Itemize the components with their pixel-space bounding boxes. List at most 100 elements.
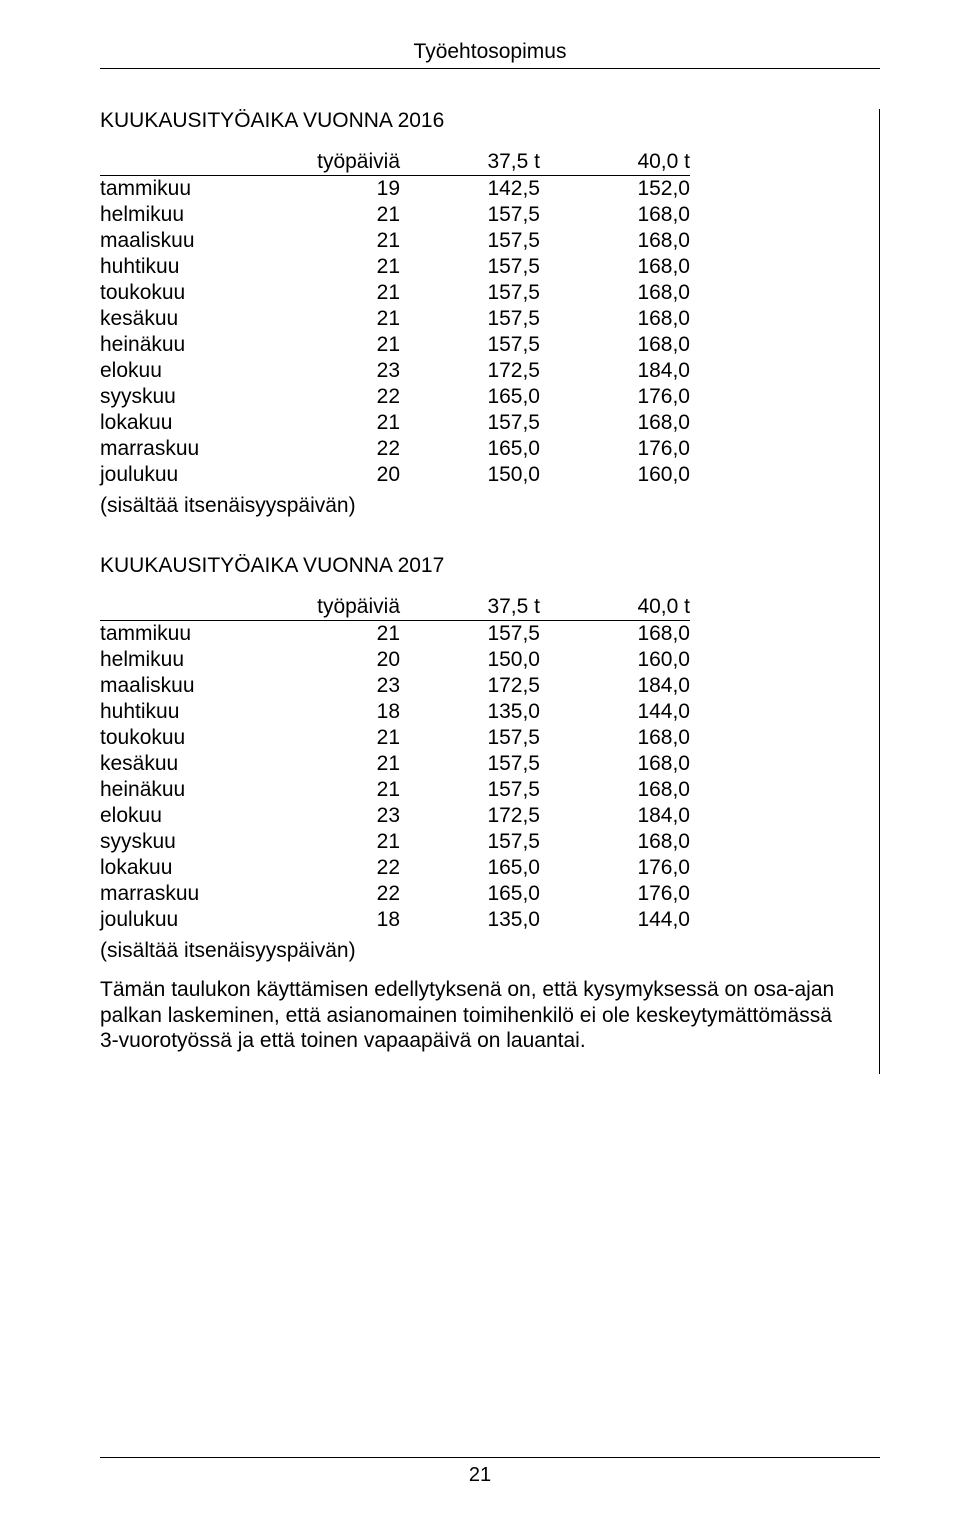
table-cell: kesäkuu [100,751,280,777]
table-row: kesäkuu21157,5168,0 [100,751,690,777]
table-row: elokuu23172,5184,0 [100,803,690,829]
table-cell: 168,0 [580,202,690,228]
table-2017: työpäiviä 37,5 t 40,0 t tammikuu21157,51… [100,594,690,933]
table-cell: joulukuu [100,462,280,488]
table-cell: 21 [280,410,430,436]
table-cell: 168,0 [580,725,690,751]
table-cell: 157,5 [430,280,580,306]
table-cell: 165,0 [430,436,580,462]
table-header-cell: työpäiviä [280,594,430,621]
table-cell: 160,0 [580,647,690,673]
table-cell: 172,5 [430,358,580,384]
table-cell: 150,0 [430,462,580,488]
table-cell: syyskuu [100,829,280,855]
table-cell: 165,0 [430,855,580,881]
table-cell: lokakuu [100,410,280,436]
table-cell: huhtikuu [100,254,280,280]
section1-note: (sisältää itsenäisyyspäivän) [100,494,855,518]
table-cell: 150,0 [430,647,580,673]
section2-note: (sisältää itsenäisyyspäivän) [100,939,855,963]
table-row: tammikuu19142,5152,0 [100,176,690,203]
table-row: heinäkuu21157,5168,0 [100,332,690,358]
table-cell: 165,0 [430,881,580,907]
table-row: maaliskuu23172,5184,0 [100,673,690,699]
table-row: helmikuu20150,0160,0 [100,647,690,673]
table-cell: 152,0 [580,176,690,203]
table-row: toukokuu21157,5168,0 [100,725,690,751]
table-row: joulukuu18135,0144,0 [100,907,690,933]
table-cell: 21 [280,228,430,254]
table-cell: marraskuu [100,436,280,462]
table-cell: maaliskuu [100,673,280,699]
table-row: lokakuu22165,0176,0 [100,855,690,881]
table-cell: 21 [280,777,430,803]
table-cell: 168,0 [580,228,690,254]
table-cell: 144,0 [580,907,690,933]
table-cell: 22 [280,881,430,907]
table-cell: 157,5 [430,621,580,648]
table-cell: 21 [280,202,430,228]
table-cell: 172,5 [430,803,580,829]
table-cell: syyskuu [100,384,280,410]
table-cell: 21 [280,725,430,751]
table-cell: 176,0 [580,881,690,907]
table-cell: 168,0 [580,306,690,332]
table-cell: 23 [280,803,430,829]
table-cell: 21 [280,306,430,332]
table-row: joulukuu20150,0160,0 [100,462,690,488]
table-cell: 22 [280,436,430,462]
table-cell: elokuu [100,358,280,384]
table-row: marraskuu22165,0176,0 [100,881,690,907]
table-cell: 157,5 [430,306,580,332]
table-header-cell [100,149,280,176]
table-row: elokuu23172,5184,0 [100,358,690,384]
table-cell: 21 [280,332,430,358]
table-cell: 168,0 [580,332,690,358]
content-block: KUUKAUSITYÖAIKA VUONNA 2016 työpäiviä 37… [100,109,880,1074]
section2-title: KUUKAUSITYÖAIKA VUONNA 2017 [100,554,855,578]
table-cell: 157,5 [430,332,580,358]
table-cell: 172,5 [430,673,580,699]
page-number: 21 [469,1464,491,1486]
table-header-cell: 37,5 t [430,149,580,176]
footer-rule [100,1457,880,1458]
table-header-cell: 37,5 t [430,594,580,621]
table-cell: 142,5 [430,176,580,203]
table-cell: 21 [280,751,430,777]
table-cell: toukokuu [100,725,280,751]
table-row: syyskuu22165,0176,0 [100,384,690,410]
table-cell: marraskuu [100,881,280,907]
explanatory-paragraph: Tämän taulukon käyttämisen edellytyksenä… [100,977,855,1054]
table-cell: 160,0 [580,462,690,488]
page-footer: 21 [0,1457,960,1487]
table-cell: helmikuu [100,647,280,673]
table-cell: 20 [280,647,430,673]
table-cell: 21 [280,621,430,648]
table-cell: 19 [280,176,430,203]
table-row: helmikuu21157,5168,0 [100,202,690,228]
table-cell: 184,0 [580,673,690,699]
table-row: kesäkuu21157,5168,0 [100,306,690,332]
table-cell: 168,0 [580,254,690,280]
table-cell: 157,5 [430,410,580,436]
table-cell: 176,0 [580,436,690,462]
table-cell: 168,0 [580,777,690,803]
table-cell: 23 [280,358,430,384]
table-cell: 168,0 [580,751,690,777]
table-cell: 176,0 [580,855,690,881]
table-row: toukokuu21157,5168,0 [100,280,690,306]
table-2016: työpäiviä 37,5 t 40,0 t tammikuu19142,51… [100,149,690,488]
table-cell: 157,5 [430,777,580,803]
table-row: heinäkuu21157,5168,0 [100,777,690,803]
table-cell: elokuu [100,803,280,829]
table-header-cell: 40,0 t [580,594,690,621]
table-cell: joulukuu [100,907,280,933]
table-cell: 168,0 [580,410,690,436]
table-row: syyskuu21157,5168,0 [100,829,690,855]
table-cell: heinäkuu [100,332,280,358]
table-header-cell [100,594,280,621]
table-row: tammikuu21157,5168,0 [100,621,690,648]
table-cell: maaliskuu [100,228,280,254]
table-row: huhtikuu21157,5168,0 [100,254,690,280]
table-row: huhtikuu18135,0144,0 [100,699,690,725]
